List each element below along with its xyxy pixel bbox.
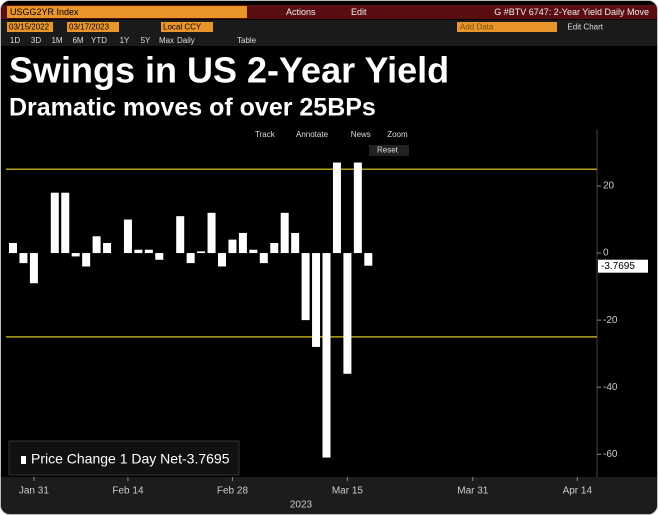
window-title: G #BTV 6747: 2-Year Yield Daily Move <box>494 7 649 17</box>
bar <box>186 253 195 264</box>
bar <box>197 251 206 254</box>
period-button[interactable]: 1M <box>51 36 62 45</box>
bar <box>82 253 91 267</box>
tool-button[interactable]: Zoom <box>387 130 408 139</box>
y-tick-label: 0 <box>603 248 609 259</box>
reset-button[interactable] <box>369 145 409 156</box>
bar <box>19 253 28 264</box>
last-value-tag <box>598 259 648 273</box>
bar <box>50 192 59 254</box>
bar <box>228 239 237 254</box>
date-field[interactable] <box>67 22 119 32</box>
last-value: -3.7695 <box>601 261 635 272</box>
chart-subtitle: Dramatic moves of over 25BPs <box>9 94 376 122</box>
bar <box>332 162 341 254</box>
ticker-field[interactable] <box>7 6 247 18</box>
legend-value: -3.7695 <box>182 451 230 467</box>
bar <box>103 243 112 254</box>
currency: Local CCY <box>163 23 202 32</box>
bar <box>280 212 289 254</box>
menu[interactable]: Edit <box>351 7 367 17</box>
bar <box>71 253 80 257</box>
bar <box>176 216 185 254</box>
period-button[interactable]: 5Y <box>141 36 151 45</box>
y-tick-label: -60 <box>603 449 618 460</box>
x-tick-label: Feb 14 <box>112 486 144 497</box>
start-date: 03/15/2022 <box>9 23 50 32</box>
bar <box>270 243 279 254</box>
menu[interactable]: Actions <box>286 7 316 17</box>
x-tick-label: Feb 28 <box>217 486 249 497</box>
bar <box>238 232 247 254</box>
y-tick-label: -40 <box>603 382 618 393</box>
legend-box <box>8 440 240 476</box>
bar <box>144 249 153 254</box>
period-button[interactable]: 6M <box>72 36 83 45</box>
bar <box>312 253 321 347</box>
period-bar: 1D 3D 1M 6M YTD 1Y 5Y Max <box>10 36 174 45</box>
bar <box>301 253 310 321</box>
end-date: 03/17/2023 <box>69 23 110 32</box>
x-tick-label: Jan 31 <box>19 486 49 497</box>
bar <box>29 253 38 284</box>
bar <box>123 219 132 254</box>
bar <box>353 162 362 254</box>
bar <box>291 232 300 254</box>
x-tick-label: Apr 14 <box>563 486 593 497</box>
x-tick-label: Mar 15 <box>332 486 364 497</box>
bar <box>207 212 216 254</box>
table-button[interactable]: Table <box>237 36 257 45</box>
bar <box>155 253 164 260</box>
bar <box>249 249 258 254</box>
currency-field[interactable] <box>161 22 213 32</box>
add-data: Add Data <box>460 23 494 32</box>
bar <box>259 253 268 264</box>
period-button[interactable]: Max <box>159 36 174 45</box>
bar <box>92 236 101 254</box>
y-tick-label: 20 <box>603 181 615 192</box>
bar <box>218 253 226 267</box>
bar <box>134 249 143 254</box>
period-button[interactable]: 3D <box>31 36 41 45</box>
legend-swatch <box>21 456 26 464</box>
add-data-field[interactable] <box>457 22 557 32</box>
period-button[interactable]: YTD <box>91 36 107 45</box>
x-tick-label: Mar 31 <box>457 486 489 497</box>
x-axis-label: 2023 <box>290 500 313 511</box>
edit-chart[interactable]: Edit Chart <box>567 23 603 32</box>
chart-title: Swings in US 2-Year Yield <box>9 50 449 91</box>
y-tick-label: -20 <box>603 315 618 326</box>
date-field[interactable] <box>7 22 53 32</box>
period-button[interactable]: 1Y <box>120 36 130 45</box>
reset-label: Reset <box>377 146 399 155</box>
chart-tools: Track Annotate News Zoom <box>255 130 408 139</box>
bar <box>9 243 17 254</box>
bar <box>61 192 70 254</box>
x-axis-bg <box>1 477 657 514</box>
bar <box>322 253 331 458</box>
bar <box>364 253 373 266</box>
tool-button[interactable]: Annotate <box>296 130 329 139</box>
bar <box>343 253 352 374</box>
tool-button[interactable]: News <box>351 130 371 139</box>
period-button[interactable]: 1D <box>10 36 20 45</box>
ticker: USGG2YR Index <box>10 7 79 17</box>
frequency[interactable]: Daily <box>177 36 195 45</box>
legend-label: Price Change 1 Day Net <box>31 451 182 467</box>
tool-button[interactable]: Track <box>255 130 276 139</box>
